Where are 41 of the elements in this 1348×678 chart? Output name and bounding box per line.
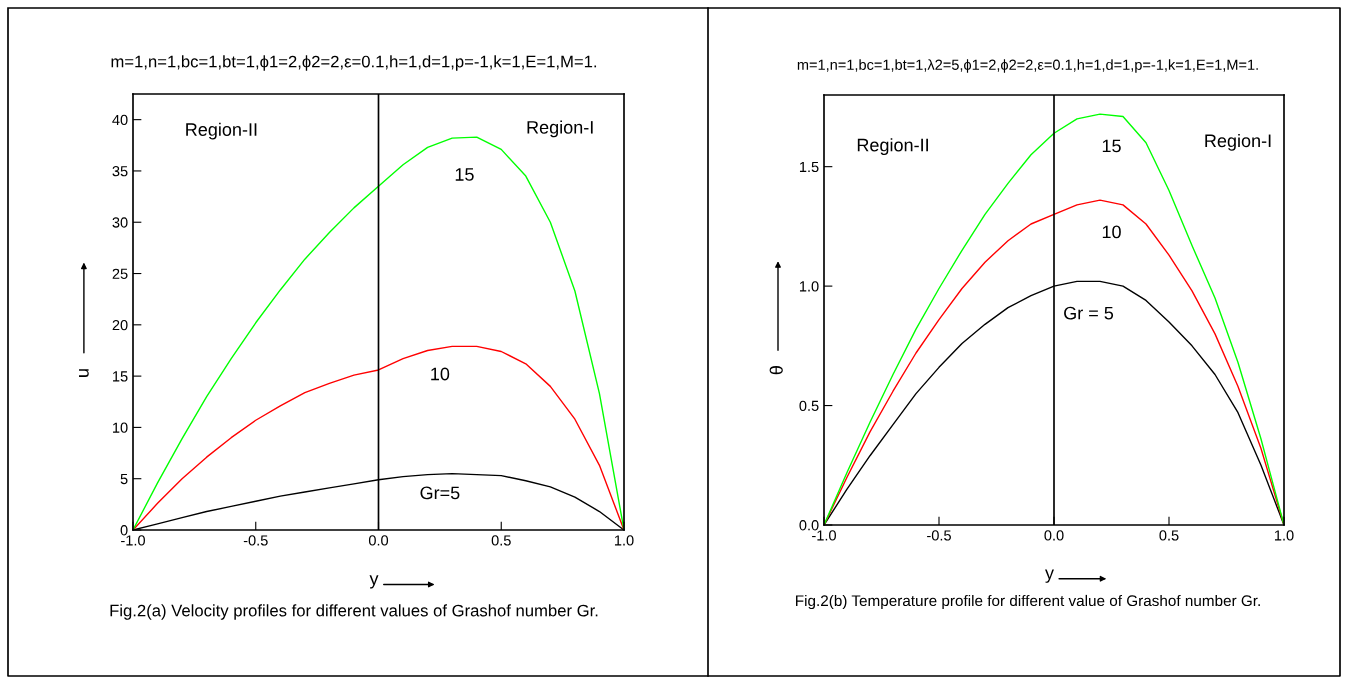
x-axis-title: y [1045,569,1054,583]
x-tick-label: -1.0 [121,535,145,546]
chart-title: m=1,n=1,bc=1,bt=1,ϕ1=2,ϕ2=2,ε=0.1,h=1,d=1,p=-1,k=1,E=1,M=1. [111,55,597,71]
series-label: 15 [455,168,474,181]
y-tick-label: 0.5 [799,400,819,411]
y-tick-label: 1.0 [799,281,819,292]
x-tick-label: 0.5 [491,535,511,546]
annotation: Region-II [857,138,928,156]
x-tick-label: 0.5 [1159,530,1179,541]
x-tick-label: -0.5 [927,530,951,541]
x-tick-label: 1.0 [1274,530,1294,541]
y-tick-label: 5 [120,473,128,485]
annotation: Region-II [186,122,257,140]
x-tick-label: 1.0 [614,535,634,546]
x-tick-label: -0.5 [243,535,268,546]
y-tick-label: 40 [112,114,128,126]
y-tick-label: 0.0 [799,520,819,531]
x-axis-title: y [369,575,379,589]
series-label: Gr=5 [420,486,460,500]
y-tick-label: 10 [113,422,128,433]
caption: Fig.2(a) Velocity profiles for different values of Grashof number Gr. [110,604,598,620]
series-label: 10 [431,367,450,381]
caption: Fig.2(b) Temperature profile for different value of Grashof number Gr. [796,594,1260,610]
y-tick-label: 15 [113,371,128,382]
y-tick-label: 25 [112,268,128,279]
series-label: 10 [1102,225,1121,239]
x-tick-label: 0.0 [1044,530,1064,541]
annotation: Region-I [1205,133,1271,151]
annotation: Region-I [527,120,593,138]
y-tick-label: 1.5 [799,161,819,173]
series-label: Gr = 5 [1064,306,1114,320]
series-label: 15 [1102,139,1121,153]
y-tick-label: 30 [112,217,128,228]
y-tick-label: 35 [112,166,128,177]
chart-title: m=1,n=1,bc=1,bt=1,λ2=5,ϕ1=2,ϕ2=2,ε=0.1,h=1,d=1,p=-1,k=1,E=1,M=1. [797,59,1258,73]
x-tick-label: 0.0 [368,535,389,546]
y-axis-title: θ [769,366,783,375]
x-tick-label: -1.0 [812,530,836,541]
y-axis-title: u [79,369,89,377]
y-tick-label: 20 [112,319,128,331]
y-tick-label: 0 [120,525,128,536]
